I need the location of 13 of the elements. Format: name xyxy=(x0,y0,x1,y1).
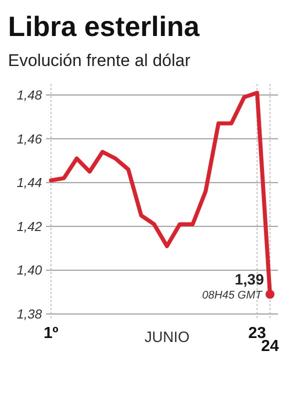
y-tick-label: 1,46 xyxy=(16,131,43,146)
chart-subtitle: Evolución frente al dólar xyxy=(8,51,191,70)
x-axis-title: JUNIO xyxy=(144,329,190,346)
x-tick-label: 24 xyxy=(261,338,279,355)
y-tick-label: 1,38 xyxy=(16,306,43,322)
y-tick-label: 1,40 xyxy=(16,262,43,278)
y-tick-label: 1,48 xyxy=(16,88,43,102)
text: 1,39 xyxy=(234,271,264,288)
chart-title: Libra esterlina xyxy=(8,11,200,42)
annotation: 08H45 GMT xyxy=(202,289,264,302)
y-tick-label: 1,42 xyxy=(16,218,43,234)
y-tick-label: 1,44 xyxy=(16,175,42,190)
x-tick-label: 1º xyxy=(44,325,59,342)
